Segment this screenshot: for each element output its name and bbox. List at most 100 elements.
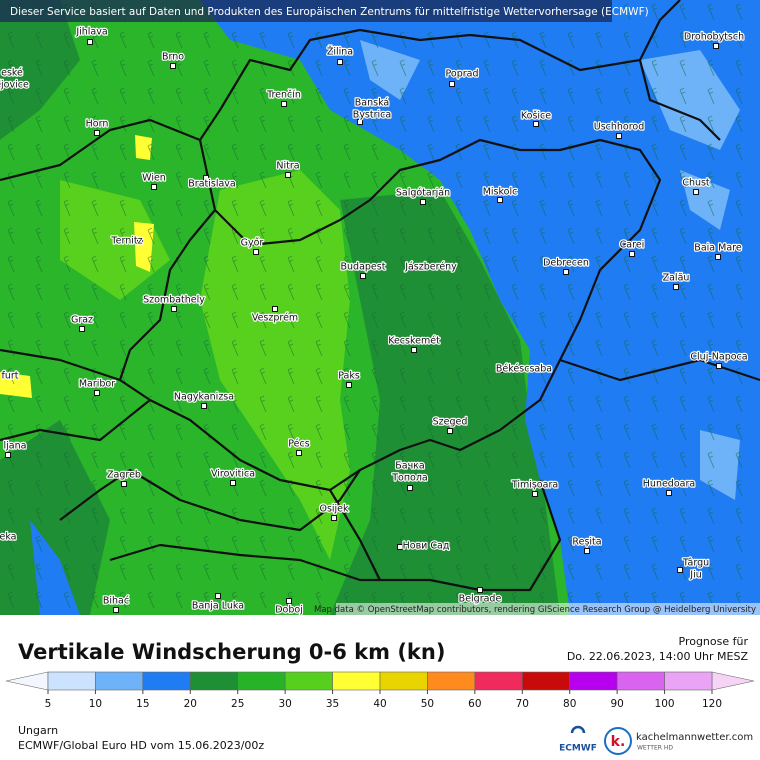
- place-label: Kecskemét: [388, 336, 440, 347]
- place-label: Miskolc: [483, 187, 518, 198]
- place-label: Banská: [355, 98, 389, 109]
- place-dot: [407, 485, 413, 491]
- border: [329, 59, 760, 581]
- place-label: Бачка: [395, 461, 425, 472]
- legend-tick-label: 10: [89, 698, 102, 710]
- place-dot: [584, 548, 590, 554]
- place-label: Zagreb: [107, 470, 141, 481]
- place-dot: [215, 593, 221, 599]
- place-label: Szeged: [433, 417, 468, 428]
- legend-tick-label: 30: [278, 698, 291, 710]
- place-dot: [203, 175, 209, 181]
- place-label: Nagykanizsa: [174, 392, 234, 403]
- place-dot: [629, 251, 635, 257]
- place-label: Szombathely: [143, 295, 205, 306]
- place-label: Нови Сад: [403, 541, 450, 552]
- place-dot: [94, 130, 100, 136]
- legend-tick-label: 90: [610, 698, 623, 710]
- place-label: Nitra: [276, 161, 299, 172]
- place-label: Wien: [142, 173, 166, 184]
- legend-tick-label: 120: [702, 698, 722, 710]
- place-label: Budapest: [341, 262, 386, 273]
- place-label: Bratislava: [188, 179, 235, 190]
- legend-tick-label: 35: [326, 698, 339, 710]
- place-label: Horn: [86, 119, 109, 130]
- place-dot: [411, 347, 417, 353]
- place-label: furt: [2, 371, 19, 382]
- place-label: Brno: [162, 52, 184, 63]
- legend-tick-label: 20: [184, 698, 197, 710]
- legend-tick-label: 80: [563, 698, 576, 710]
- place-dot: [230, 480, 236, 486]
- place-dot: [272, 306, 278, 312]
- wind-barbs: [0, 0, 760, 615]
- legend-swatch: [95, 671, 144, 691]
- place-label: ljana: [4, 441, 27, 452]
- place-dot: [337, 59, 343, 65]
- legend-swatch: [569, 671, 618, 691]
- place-dot: [121, 481, 127, 487]
- ecmwf-text: ECMWF: [559, 744, 597, 754]
- place-dot: [532, 491, 538, 497]
- legend-swatch: [474, 671, 523, 691]
- place-dot: [713, 43, 719, 49]
- legend-swatch: [284, 671, 333, 691]
- place-label: Pécs: [288, 439, 309, 450]
- place-dot: [693, 189, 699, 195]
- site-logo: k. kachelmannwetter.com WETTER HD: [604, 727, 753, 755]
- place-dot: [331, 515, 337, 521]
- place-label: Drohobytsch: [684, 32, 744, 43]
- border: [0, 348, 562, 592]
- place-label: Târgu: [682, 558, 709, 569]
- place-dot: [170, 63, 176, 69]
- place-dot: [616, 133, 622, 139]
- map: Jihlava Brno Žilina Poprad Drohobytsch eskéěj…: [0, 0, 760, 617]
- place-label: Carei: [620, 240, 645, 251]
- place-dot: [563, 269, 569, 275]
- legend: 5 10 15 20 25 30 35 40 50 60 70 80 90 100 120: [5, 671, 755, 710]
- place-label: Топола: [391, 473, 428, 484]
- attribution-bar: [336, 603, 760, 615]
- legend-tick-label: 15: [136, 698, 149, 710]
- place-dot: [420, 199, 426, 205]
- place-dot: [151, 184, 157, 190]
- place-dot: [79, 326, 85, 332]
- place-label: eka: [0, 532, 17, 543]
- legend-swatch: [142, 671, 191, 691]
- title: Vertikale Windscherung 0-6 km (kn): [18, 640, 445, 664]
- place-label: Jiu: [689, 570, 701, 581]
- place-label: Trenčín: [266, 90, 301, 101]
- region: Ungarn: [18, 724, 58, 737]
- place-label: Poprad: [446, 69, 479, 80]
- ecmwf-logo: ECMWF: [559, 725, 597, 754]
- place-dot: [286, 598, 292, 604]
- place-label: Jihlava: [75, 27, 107, 38]
- place-label: Košice: [521, 111, 551, 122]
- place-label: Salgótarján: [396, 188, 450, 199]
- place-dot: [281, 101, 287, 107]
- place-label: Bihać: [103, 596, 129, 607]
- place-dot: [497, 197, 503, 203]
- legend-arrow-above: [711, 671, 755, 691]
- legend-swatch: [427, 671, 476, 691]
- legend-tick-label: 60: [468, 698, 481, 710]
- legend-swatch: [237, 671, 286, 691]
- place-dot: [357, 119, 363, 125]
- place-dot: [253, 249, 259, 255]
- borders: [0, 0, 760, 592]
- place-dot: [5, 452, 11, 458]
- place-dot: [360, 273, 366, 279]
- border: [118, 138, 662, 492]
- site-sub: WETTER HD: [637, 745, 673, 752]
- place-dot: [113, 607, 119, 613]
- place-label: ějovice: [0, 80, 29, 91]
- attribution: Map data © OpenStreetMap contributors, r…: [314, 605, 756, 615]
- place-label: Paks: [338, 371, 360, 382]
- service-notice: Dieser Service basiert auf Daten und Pro…: [10, 6, 649, 18]
- site-name: kachelmannwetter.com: [636, 732, 753, 743]
- place-dot: [94, 390, 100, 396]
- legend-swatch: [379, 671, 428, 691]
- place-dot: [137, 238, 143, 244]
